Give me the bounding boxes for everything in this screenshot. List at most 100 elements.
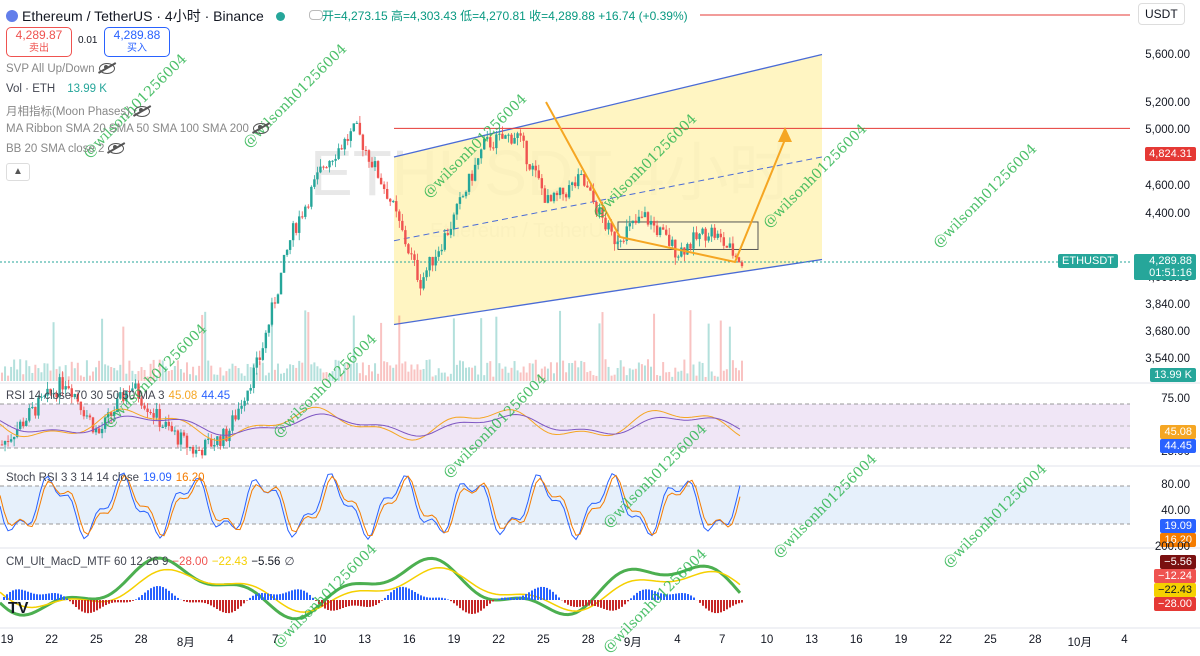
macd-tick: 200.00: [1155, 541, 1190, 553]
legend-moon[interactable]: 月相指标(Moon Phases): [6, 103, 150, 119]
stoch-tick: 40.00: [1161, 505, 1190, 517]
volume-bar: [723, 371, 725, 381]
volume-bar: [711, 371, 713, 381]
status-dot: [276, 12, 285, 21]
last-price: 4,289.88: [1138, 255, 1192, 267]
volume-bar: [702, 363, 704, 381]
volume-bar: [520, 372, 522, 381]
candle-body: [525, 141, 527, 164]
macd-histogram-bar: [15, 589, 17, 600]
candle-body: [504, 135, 506, 139]
volume-bar: [644, 365, 646, 381]
candle-body: [228, 431, 230, 441]
spread-value: 0.01: [78, 35, 97, 46]
volume-bar: [471, 368, 473, 381]
volume-badge: 13.99 K: [1150, 368, 1196, 382]
macd-histogram-bar: [144, 593, 146, 600]
macd-histogram-bar: [105, 600, 107, 605]
candle-body: [219, 436, 221, 446]
macd-histogram-bar: [165, 589, 167, 600]
time-tick: 4: [1121, 634, 1127, 646]
candle-body: [246, 391, 248, 401]
visibility-icon[interactable]: [108, 143, 124, 154]
volume-bar: [362, 362, 364, 381]
macd-histogram-bar: [528, 592, 530, 600]
visibility-icon[interactable]: [99, 63, 115, 74]
volume-bar: [714, 376, 716, 381]
volume-bar: [19, 359, 21, 381]
volume-bar: [110, 367, 112, 381]
toggle-icon[interactable]: [309, 10, 323, 20]
candle-body: [162, 427, 164, 428]
macd-histogram-bar: [147, 590, 149, 600]
volume-bar: [134, 374, 136, 381]
candle-body: [283, 255, 285, 273]
macd-histogram-bar: [630, 598, 632, 600]
macd-histogram-bar: [564, 600, 566, 603]
macd-histogram-bar: [339, 600, 341, 609]
legend-svp[interactable]: SVP All Up/Down: [6, 63, 115, 75]
volume-bar: [59, 366, 61, 381]
legend-ribbon[interactable]: MA Ribbon SMA 20 SMA 50 SMA 100 SMA 200: [6, 123, 269, 135]
legend-bb[interactable]: BB 20 SMA close 2: [6, 143, 124, 155]
volume-bar: [650, 367, 652, 381]
candle-body: [592, 191, 594, 202]
candle-body: [438, 251, 440, 257]
candle-body: [180, 432, 182, 444]
volume-bar: [495, 317, 497, 381]
volume-bar: [265, 375, 267, 381]
volume-bar: [31, 373, 33, 381]
volume-bar: [395, 365, 397, 381]
time-tick: 25: [90, 634, 103, 646]
visibility-icon[interactable]: [134, 106, 150, 117]
macd-histogram-bar: [39, 594, 41, 600]
macd-histogram-bar: [243, 600, 245, 603]
buy-button[interactable]: 4,289.88 买入: [104, 27, 170, 57]
volume-bar: [614, 375, 616, 381]
volume-bar: [696, 376, 698, 381]
time-tick: 19: [1, 634, 14, 646]
macd-histogram-bar: [711, 600, 713, 612]
macd-histogram-bar: [258, 593, 260, 600]
sell-button[interactable]: 4,289.87 卖出: [6, 27, 72, 57]
volume-bar: [380, 323, 382, 381]
time-tick: 22: [492, 634, 505, 646]
macd-histogram-bar: [171, 593, 173, 600]
volume-bar: [480, 318, 482, 381]
macd-histogram-bar: [336, 600, 338, 610]
macd-histogram-bar: [621, 600, 623, 607]
macd-histogram-bar: [441, 598, 443, 600]
candle-body: [653, 221, 655, 226]
candle-body: [556, 193, 558, 195]
legend-macd[interactable]: CM_Ult_MacD_MTF 60 12 26 9−28.00−22.43−5…: [6, 554, 294, 568]
collapse-button[interactable]: ▲: [6, 163, 30, 181]
candle-body: [231, 415, 233, 430]
macd-histogram-bar: [303, 591, 305, 600]
macd-histogram-bar: [42, 594, 44, 600]
buy-price: 4,289.88: [105, 28, 169, 42]
candle-body: [404, 230, 406, 244]
rsi-ma-badge: 44.45: [1160, 439, 1196, 453]
candle-body: [155, 409, 157, 418]
symbol-title[interactable]: Ethereum / TetherUS · 4小时 · Binance: [6, 6, 323, 26]
volume-bar: [46, 364, 48, 381]
volume-bar: [131, 371, 133, 381]
currency-button[interactable]: USDT: [1138, 3, 1185, 25]
visibility-icon[interactable]: [253, 123, 269, 134]
volume-bar: [56, 369, 58, 381]
volume-bar: [359, 373, 361, 381]
macd-histogram-bar: [300, 590, 302, 600]
candle-body: [668, 235, 670, 246]
macd-histogram-bar: [27, 592, 29, 600]
volume-bar: [50, 371, 52, 381]
macd-histogram-bar: [93, 600, 95, 612]
macd-histogram-bar: [729, 600, 731, 607]
volume-bar: [377, 374, 379, 381]
macd-histogram-bar: [378, 600, 380, 603]
macd-histogram-bar: [486, 600, 488, 606]
bar-countdown: 01:51:16: [1138, 267, 1192, 279]
candle-body: [259, 357, 261, 359]
